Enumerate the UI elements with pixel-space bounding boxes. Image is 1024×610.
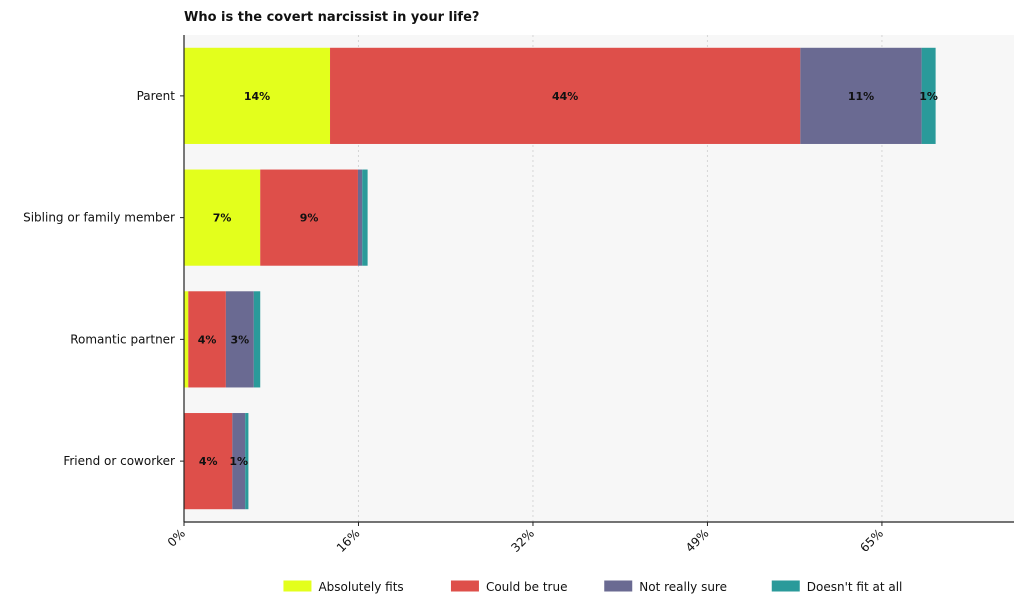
segment-label: 4% — [198, 333, 217, 346]
legend-swatch-doesn-t-fit-at-all — [771, 580, 800, 592]
bar-sibling-or-family-member-absolutely-fits — [184, 169, 261, 266]
bar-sibling-or-family-member-not-really-sure — [357, 169, 363, 266]
category-label-parent: Parent — [137, 89, 176, 103]
legend: Absolutely fits Could be true Not really s… — [283, 580, 902, 594]
segment-label: 1% — [229, 455, 248, 468]
bar-parent-could-be-true — [330, 47, 801, 144]
x-tick-label: 16% — [334, 526, 363, 555]
x-tick-label: 65% — [857, 526, 886, 555]
bar-sibling-or-family-member-could-be-true — [260, 169, 358, 266]
x-ticks: 0% 16% 32% 49% 65% — [165, 522, 886, 555]
x-tick-label: 0% — [165, 526, 188, 549]
legend-swatch-absolutely-fits — [283, 580, 312, 592]
bar-romantic-partner-absolutely-fits — [184, 291, 189, 388]
segment-label: 4% — [199, 455, 218, 468]
legend-label-could-be-true: Could be true — [486, 580, 568, 594]
legend-swatch-could-be-true — [450, 580, 479, 592]
bar-parent-not-really-sure — [800, 47, 922, 144]
segment-label: 1% — [919, 90, 938, 103]
segment-label: 9% — [300, 212, 319, 225]
bar-parent-doesn-t-fit-at-all — [921, 47, 936, 144]
category-label-sibling-or-family-member: Sibling or family member — [23, 211, 175, 225]
segment-labels: 14% 44% 11% 1% 7% 9% 4% 3% 4% 1% — [198, 90, 938, 468]
bar-romantic-partner-doesn-t-fit-at-all — [253, 291, 261, 388]
legend-swatch-not-really-sure — [604, 580, 633, 592]
bars-group — [184, 47, 936, 510]
category-labels: Parent Sibling or family member Romantic p… — [23, 89, 184, 468]
bar-romantic-partner-could-be-true — [188, 291, 226, 388]
legend-label-not-really-sure: Not really sure — [639, 580, 727, 594]
bar-romantic-partner-not-really-sure — [225, 291, 254, 388]
bar-parent-absolutely-fits — [184, 47, 331, 144]
legend-label-doesn-t-fit-at-all: Doesn't fit at all — [807, 580, 903, 594]
legend-label-absolutely-fits: Absolutely fits — [318, 580, 403, 594]
bar-friend-or-coworker-not-really-sure — [232, 413, 246, 510]
segment-label: 3% — [230, 333, 249, 346]
bar-friend-or-coworker-doesn-t-fit-at-all — [245, 413, 249, 510]
axes — [183, 35, 1014, 523]
segment-label: 14% — [244, 90, 270, 103]
segment-label: 7% — [213, 212, 232, 225]
chart-title: Who is the covert narcissist in your lif… — [184, 10, 479, 25]
bar-sibling-or-family-member-doesn-t-fit-at-all — [362, 169, 368, 266]
category-label-friend-or-coworker: Friend or coworker — [63, 454, 175, 468]
bar-friend-or-coworker-could-be-true — [184, 413, 233, 510]
category-label-romantic-partner: Romantic partner — [70, 332, 175, 346]
x-tick-label: 32% — [508, 526, 537, 555]
segment-label: 44% — [552, 90, 578, 103]
segment-label: 11% — [848, 90, 874, 103]
x-tick-label: 49% — [683, 526, 712, 555]
